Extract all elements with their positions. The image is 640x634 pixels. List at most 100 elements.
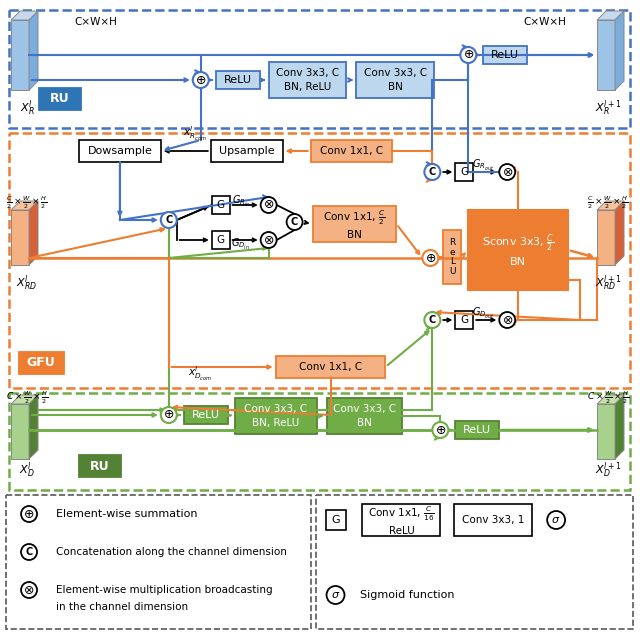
Text: Conv 1x1, C: Conv 1x1, C [320,146,383,156]
Text: $\otimes$: $\otimes$ [24,583,35,597]
Text: Conv 3x3, C
BN, ReLU: Conv 3x3, C BN, ReLU [244,404,307,427]
Text: $\otimes$: $\otimes$ [502,165,513,179]
Bar [235,398,317,434]
Text: Concatenation along the channel dimension: Concatenation along the channel dimensio… [56,547,287,557]
Text: $X_{RD}^l$: $X_{RD}^l$ [17,273,38,293]
Text: $G_{D_{out}}$: $G_{D_{out}}$ [472,306,495,321]
Circle shape [424,312,440,328]
Polygon shape [615,11,624,90]
Bar [455,421,499,439]
Bar [184,406,228,424]
Bar [79,455,121,477]
Text: G: G [460,315,468,325]
Text: G: G [217,235,225,245]
Text: $X_R^l$: $X_R^l$ [20,98,35,118]
Polygon shape [597,210,615,265]
Text: $G_{R_{in}}$: $G_{R_{in}}$ [232,193,250,209]
Bar [19,352,64,374]
Bar [362,504,440,536]
Polygon shape [11,395,38,404]
Circle shape [161,407,177,423]
Bar [483,46,527,64]
Bar [312,206,396,242]
Circle shape [287,214,303,230]
Circle shape [21,544,37,560]
Text: in the channel dimension: in the channel dimension [56,602,188,612]
Text: $\sigma$: $\sigma$ [331,590,340,600]
Bar [455,311,474,329]
Text: C×W×H: C×W×H [74,17,117,27]
Text: $\otimes$: $\otimes$ [502,313,513,327]
Text: R
e
L
U: R e L U [449,238,456,276]
Text: C: C [291,217,298,227]
Polygon shape [11,11,38,20]
Text: $\oplus$: $\oplus$ [163,408,175,422]
Text: C: C [429,315,436,325]
Circle shape [499,164,515,180]
Bar [6,495,310,629]
Bar [216,71,260,89]
Bar [444,230,461,284]
Bar [212,196,230,214]
Bar [310,140,392,162]
Text: $\sigma$: $\sigma$ [552,515,561,525]
Text: $\otimes$: $\otimes$ [263,198,275,212]
Circle shape [21,582,37,598]
Polygon shape [615,201,624,265]
Text: $\oplus$: $\oplus$ [195,74,206,86]
Bar [269,62,346,98]
Polygon shape [29,11,38,90]
Text: $\oplus$: $\oplus$ [24,507,35,521]
Text: $x_{D_{com}}^l$: $x_{D_{com}}^l$ [188,365,213,383]
Bar [326,398,403,434]
Circle shape [460,47,476,63]
Circle shape [433,422,449,438]
Bar [326,510,346,530]
Text: GFU: GFU [27,356,56,370]
Text: C: C [165,215,172,225]
Circle shape [424,164,440,180]
Text: $\frac{C}{2}\times\frac{W}{2}\times\frac{H}{2}$: $\frac{C}{2}\times\frac{W}{2}\times\frac… [587,195,629,211]
Text: $C\times\frac{W}{2}\times\frac{H}{2}$: $C\times\frac{W}{2}\times\frac{H}{2}$ [6,390,48,406]
Text: ReLU: ReLU [192,410,220,420]
Text: $\frac{C}{2}\times\frac{W}{2}\times\frac{H}{2}$: $\frac{C}{2}\times\frac{W}{2}\times\frac… [6,195,48,211]
Circle shape [260,232,276,248]
Text: ReLU: ReLU [463,425,492,435]
Text: C×W×H: C×W×H [524,17,566,27]
Text: Sigmoid function: Sigmoid function [360,590,455,600]
Text: Conv 3x3, C
BN: Conv 3x3, C BN [333,404,396,427]
Text: G: G [460,167,468,177]
Bar [454,504,532,536]
Bar [276,356,385,378]
Bar [9,393,630,490]
Polygon shape [615,395,624,459]
Text: G: G [217,200,225,210]
Text: Conv 3x3, 1: Conv 3x3, 1 [462,515,524,525]
Text: $\oplus$: $\oplus$ [463,48,474,61]
Text: $G_{D_{in}}$: $G_{D_{in}}$ [231,236,250,252]
Bar [316,495,633,629]
Text: G: G [332,515,340,525]
Circle shape [422,250,438,266]
Text: Dowsample: Dowsample [88,146,152,156]
Bar [468,210,568,290]
Text: Conv 3x3, C
BN, ReLU: Conv 3x3, C BN, ReLU [276,68,339,91]
Text: Conv 3x3, C
BN: Conv 3x3, C BN [364,68,427,91]
Text: Sconv 3x3, $\frac{C}{2}$
BN: Sconv 3x3, $\frac{C}{2}$ BN [482,233,554,268]
Text: $X_D^l$: $X_D^l$ [19,460,35,480]
Circle shape [161,212,177,228]
Circle shape [21,506,37,522]
Text: Element-wise multiplication broadcasting: Element-wise multiplication broadcasting [56,585,273,595]
Text: $x_{R_{com}}^l$: $x_{R_{com}}^l$ [183,125,207,143]
Polygon shape [11,201,38,210]
Text: ReLU: ReLU [224,75,252,85]
Polygon shape [11,404,29,459]
Text: $G_{R_{out}}$: $G_{R_{out}}$ [472,157,494,172]
Bar [212,231,230,249]
Polygon shape [11,20,29,90]
Bar [39,88,81,110]
Polygon shape [597,404,615,459]
Text: $\oplus$: $\oplus$ [425,252,436,264]
Text: Element-wise summation: Element-wise summation [56,509,198,519]
Polygon shape [597,201,624,210]
